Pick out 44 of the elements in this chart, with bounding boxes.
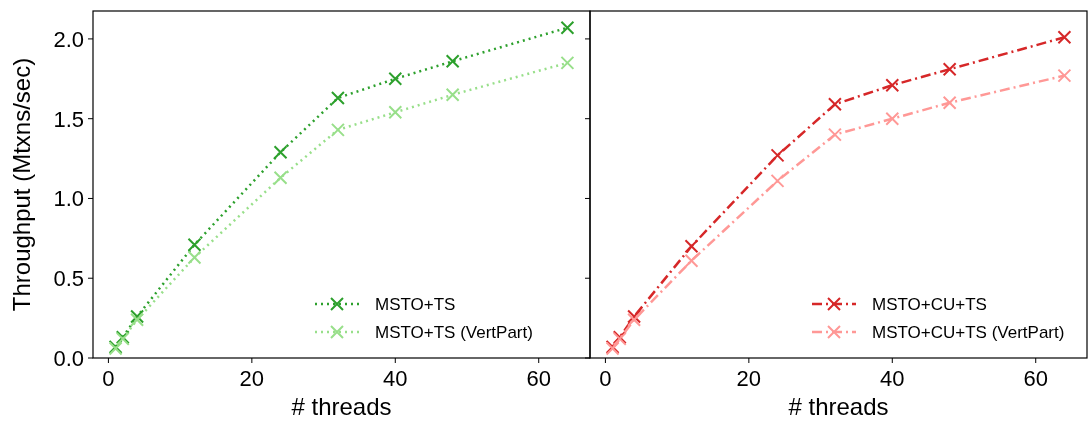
point <box>560 55 575 70</box>
x-tick-label: 20 <box>736 366 762 391</box>
point <box>942 95 957 110</box>
point <box>445 87 460 102</box>
point <box>942 62 957 77</box>
point <box>445 54 460 69</box>
legend-label: MSTO+TS (VertPart) <box>375 323 533 342</box>
y-tick-label: 1.5 <box>53 106 84 132</box>
point <box>187 250 202 265</box>
y-tick-label: 1.0 <box>53 186 84 212</box>
point <box>560 20 575 35</box>
y-tick-label: 0.5 <box>53 266 84 292</box>
y-axis-title: Throughput (Mtxns/sec) <box>8 57 35 312</box>
legend-label: MSTO+CU+TS (VertPart) <box>872 323 1065 342</box>
point <box>388 105 403 120</box>
point <box>770 173 785 188</box>
legend-label: MSTO+TS <box>375 295 456 314</box>
point <box>187 237 202 252</box>
point <box>1057 68 1072 83</box>
x-tick-label: 60 <box>526 366 551 391</box>
x-tick-label: 0 <box>599 366 612 391</box>
point <box>330 122 345 137</box>
point <box>885 78 900 93</box>
point <box>273 145 288 160</box>
y-tick-label: 2.0 <box>53 26 84 52</box>
x-axis-title: # threads <box>788 393 889 420</box>
legend-label: MSTO+CU+TS <box>872 295 987 314</box>
x-axis-title: # threads <box>291 393 392 420</box>
point <box>885 111 900 126</box>
point <box>684 239 699 254</box>
point <box>684 253 699 268</box>
x-tick-label: 0 <box>102 366 115 391</box>
point <box>827 127 842 142</box>
point <box>770 148 785 163</box>
point <box>388 71 403 86</box>
x-tick-label: 40 <box>880 366 905 391</box>
point <box>1057 30 1072 45</box>
x-tick-label: 20 <box>239 366 265 391</box>
x-tick-label: 40 <box>383 366 408 391</box>
point <box>273 170 288 185</box>
y-tick-label: 0.0 <box>53 346 84 371</box>
point <box>330 90 345 105</box>
point <box>827 97 842 112</box>
x-tick-label: 60 <box>1023 366 1048 391</box>
